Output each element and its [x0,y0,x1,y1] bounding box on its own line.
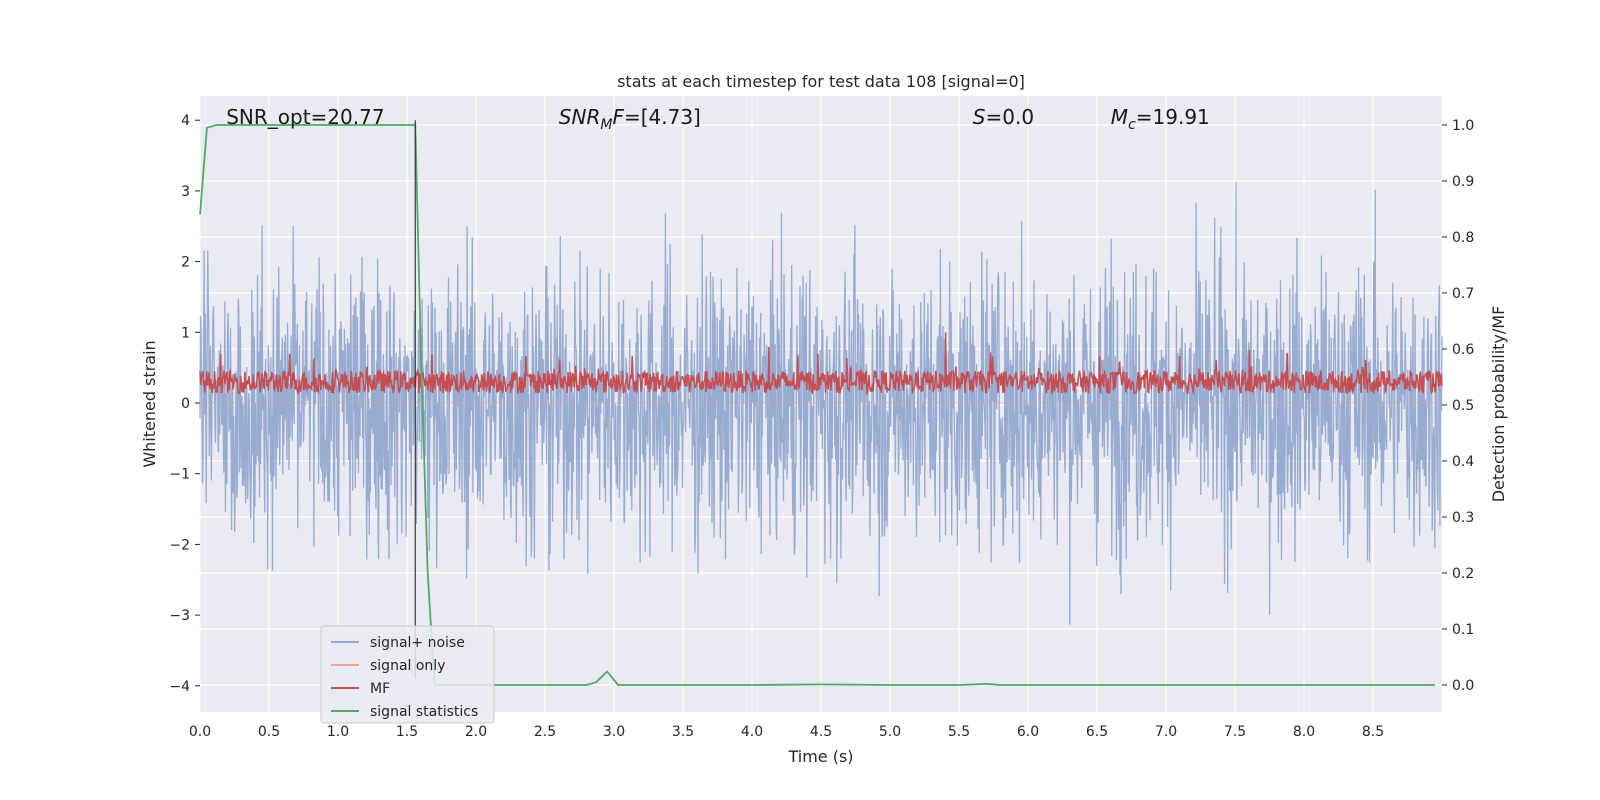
x-tick-label: 1.5 [396,724,418,740]
x-axis-label: Time (s) [787,747,853,766]
x-tick-label: 6.0 [1017,724,1039,740]
y2-tick-labels: 1.0 0.9 0.8 0.7 0.6 0.5 0.4 0.3 0.2 0.1 0.0 [1442,118,1474,694]
x-tick-label: 7.0 [1155,724,1177,740]
y2-tick-label: 0.7 [1452,286,1474,302]
x-tick-label: 4.0 [741,724,763,740]
mf-line [199,332,1443,396]
y2-tick-label: 0.3 [1452,510,1474,526]
x-tick-label: 2.0 [465,724,487,740]
annotation-s: S=0.0 [973,105,1034,129]
x-tick-label: 7.5 [1224,724,1246,740]
chart-title: stats at each timestep for test data 108… [617,72,1025,91]
y-tick-label: 3 [181,184,190,200]
y2-tick-label: 0.2 [1452,566,1474,582]
series-signal-statistics [199,124,1436,686]
y-tick-label: −4 [169,679,190,695]
y-tick-label: 4 [181,113,190,129]
annotations: SNR_opt=20.77 SNRMF=[4.73] S=0.0 Mc=19.91 [226,105,1210,133]
annotation-snr-opt: SNR_opt=20.77 [226,105,384,129]
y2-tick-label: 1.0 [1452,118,1474,134]
legend-entry: signal only [370,658,445,674]
y-tick-labels: 4 3 2 1 0 −1 −2 −3 −4 [169,113,200,695]
annotation-mc: Mc=19.91 [1111,105,1210,133]
x-tick-label: 5.5 [948,724,970,740]
x-tick-label: 6.5 [1086,724,1108,740]
y-tick-label: 2 [181,255,190,271]
y2-tick-label: 0.8 [1452,230,1474,246]
x-tick-label: 5.0 [879,724,901,740]
legend-entry: signal+ noise [370,635,465,651]
y2-tick-label: 0.4 [1452,454,1474,470]
series-mf [199,332,1443,396]
y2-tick-label: 0.9 [1452,174,1474,190]
x-tick-label: 0.0 [189,724,211,740]
x-tick-label: 0.5 [258,724,280,740]
x-tick-label: 8.5 [1362,724,1384,740]
y2-tick-label: 0.6 [1452,342,1474,358]
y2-tick-label: 0.5 [1452,398,1474,414]
legend: signal+ noise signal only MF signal statist… [320,625,495,724]
x-tick-label: 2.5 [534,724,556,740]
x-tick-labels: 0.0 0.5 1.0 1.5 2.0 2.5 3.0 3.5 4.0 4.5 5.0 5.5 6.0 6… [189,724,1384,740]
legend-box [320,625,495,724]
x-tick-label: 3.0 [603,724,625,740]
signal-noise-line [199,182,1443,625]
series-signal-noise [199,182,1443,625]
y-tick-label: −2 [169,537,190,553]
y2-tick-label: 0.0 [1452,678,1474,694]
y-tick-label: −3 [169,608,190,624]
y-tick-label: 1 [181,325,190,341]
legend-entry: signal statistics [370,704,478,720]
y-axis-label: Whitened strain [140,340,159,467]
x-tick-label: 8.0 [1293,724,1315,740]
y2-axis-label: Detection probability/MF [1489,306,1508,503]
y-tick-label: 0 [181,396,190,412]
x-tick-label: 3.5 [672,724,694,740]
signal-statistics-line [199,124,1436,686]
y2-tick-label: 0.1 [1452,622,1474,638]
y-tick-label: −1 [169,467,190,483]
annotation-snr-mf: SNRMF=[4.73] [559,105,701,133]
legend-entry: MF [370,681,390,697]
x-tick-label: 1.0 [327,724,349,740]
x-tick-label: 4.5 [810,724,832,740]
